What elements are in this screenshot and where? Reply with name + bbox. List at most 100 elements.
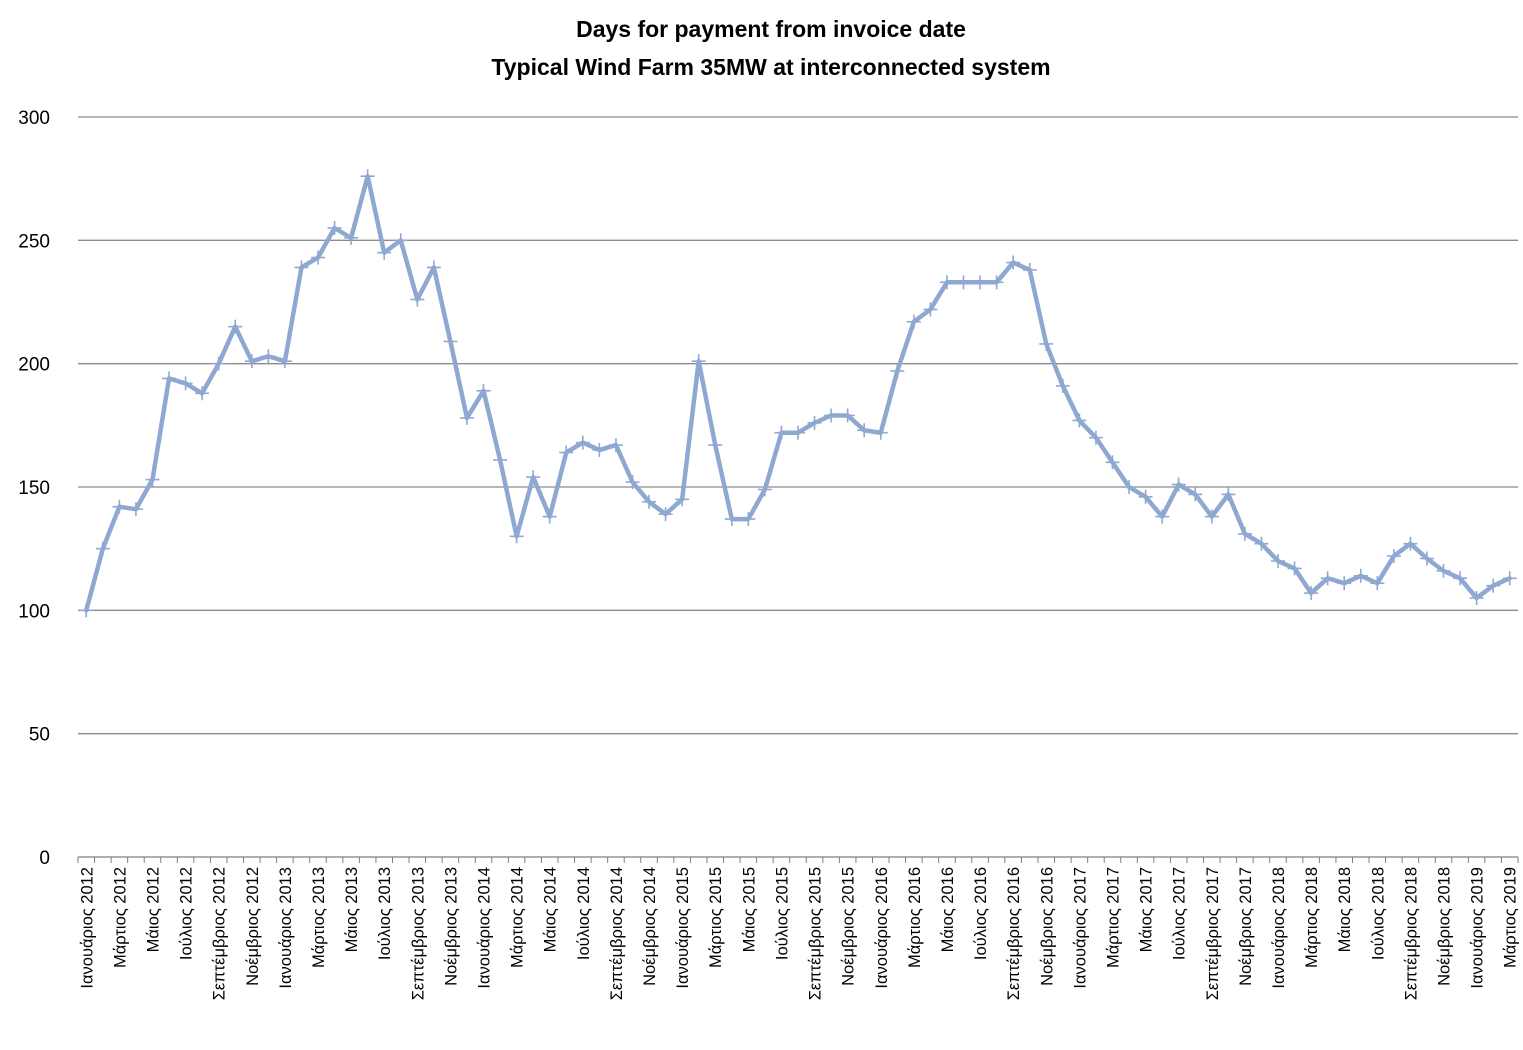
data-point	[724, 512, 739, 527]
x-tick-label: Νοέμβριος 2014	[641, 867, 659, 986]
data-point	[377, 245, 392, 260]
x-tick-label: Μάρτιος 2017	[1104, 867, 1122, 968]
data-point	[840, 408, 855, 423]
data-point	[1022, 262, 1037, 277]
data-point	[592, 443, 607, 457]
x-tick-label: Νοέμβριος 2012	[244, 867, 262, 986]
x-tick-label: Μάιος 2018	[1336, 867, 1354, 952]
data-point	[1320, 571, 1335, 586]
x-tick-label: Μάιος 2016	[939, 867, 957, 952]
gridlines	[78, 116, 1518, 735]
y-tick-label: 200	[18, 355, 50, 376]
data-point	[327, 221, 342, 235]
data-point	[1155, 509, 1170, 524]
data-point	[1237, 526, 1252, 541]
data-point	[112, 499, 127, 514]
data-point	[542, 509, 557, 524]
x-tick-label: Ιανουάριος 2016	[873, 867, 891, 989]
data-series	[79, 169, 1517, 618]
x-tick-label: Μάρτιος 2015	[707, 867, 725, 968]
data-point	[1353, 568, 1368, 583]
data-point	[642, 494, 657, 509]
y-tick-label: 0	[39, 848, 50, 869]
x-tick-label: Ιανουάριος 2013	[277, 867, 295, 989]
data-point	[708, 438, 723, 453]
x-tick-label: Σεπτέμβριος 2012	[211, 867, 229, 1000]
x-tick-label: Ιανουάριος 2017	[1071, 867, 1089, 989]
series-line	[84, 173, 1512, 613]
data-point	[608, 438, 623, 453]
data-point	[1138, 489, 1153, 504]
data-point	[1072, 413, 1087, 428]
data-point	[410, 292, 425, 307]
x-tick-label: Μάρτιος 2013	[310, 867, 328, 968]
x-tick-label: Ιανουάριος 2015	[674, 867, 692, 989]
data-point	[824, 408, 839, 423]
y-tick-label: 100	[18, 601, 50, 622]
data-point	[807, 415, 822, 430]
data-point	[277, 354, 292, 369]
data-point	[79, 603, 94, 618]
x-tick-label: Σεπτέμβριος 2014	[608, 867, 626, 1000]
y-tick-label: 150	[18, 478, 50, 499]
data-point	[1039, 336, 1054, 351]
data-point	[890, 364, 905, 379]
data-point	[956, 275, 971, 290]
x-tick-label: Μάιος 2014	[542, 867, 560, 952]
x-tick-label: Νοέμβριος 2013	[442, 867, 460, 986]
data-point	[923, 302, 938, 317]
x-tick-label: Σεπτέμβριος 2016	[1005, 867, 1023, 1000]
data-point	[1271, 554, 1285, 568]
data-point	[791, 425, 805, 440]
data-point	[443, 334, 458, 349]
data-point	[906, 314, 921, 329]
data-point	[145, 472, 160, 487]
data-point	[559, 445, 574, 460]
x-tick-label: Ιανουάριος 2018	[1270, 867, 1288, 989]
data-point	[691, 354, 706, 369]
data-point	[509, 529, 524, 544]
data-point	[1304, 586, 1319, 601]
x-tick-label: Μάρτιος 2019	[1502, 867, 1520, 968]
y-axis: 0 50 100 150 200 250 300	[18, 108, 50, 869]
x-tick-label: Ιανουάριος 2012	[78, 867, 96, 989]
data-point	[393, 233, 408, 248]
data-point	[426, 260, 441, 275]
x-tick-label: Ιούλιος 2013	[376, 867, 394, 960]
data-point	[1006, 255, 1021, 270]
x-axis: Ιανουάριος 2012 Μάρτιος 2012 Μάιος 2012 Ιού…	[77, 856, 1520, 1000]
data-point	[1055, 378, 1070, 393]
data-point	[1122, 480, 1137, 494]
data-point	[95, 541, 110, 556]
data-point	[757, 482, 772, 497]
x-tick-label: Ιούλιος 2017	[1171, 867, 1189, 960]
x-tick-label: Ιούλιος 2016	[972, 867, 990, 960]
data-point	[1171, 477, 1186, 492]
x-tick-label: Μάρτιος 2014	[509, 867, 527, 968]
data-point	[658, 507, 673, 522]
data-point	[1204, 509, 1219, 524]
chart-title-line-2: Typical Wind Farm 35MW at interconnected…	[491, 54, 1050, 80]
x-tick-label: Νοέμβριος 2018	[1436, 867, 1454, 986]
x-tick-label: Μάιος 2013	[343, 867, 361, 952]
data-point	[1419, 551, 1434, 566]
chart-title-line-1: Days for payment from invoice date	[576, 16, 966, 42]
data-point	[526, 470, 541, 485]
x-tick-label: Ιούλιος 2015	[773, 867, 791, 960]
x-tick-label: Μάρτιος 2018	[1303, 867, 1321, 968]
data-point	[973, 275, 988, 290]
data-point	[128, 502, 143, 517]
data-point	[1453, 571, 1468, 586]
data-point	[675, 492, 690, 507]
x-tick-label: Νοέμβριος 2015	[840, 867, 858, 986]
data-point	[228, 319, 243, 334]
data-point	[261, 349, 276, 364]
x-tick-label: Ιούλιος 2018	[1369, 867, 1387, 960]
data-point	[1486, 578, 1501, 593]
data-point	[774, 425, 789, 440]
x-tick-label: Ιούλιος 2014	[575, 867, 593, 960]
data-point	[939, 275, 954, 290]
data-point	[1502, 571, 1517, 586]
data-point	[741, 512, 756, 527]
